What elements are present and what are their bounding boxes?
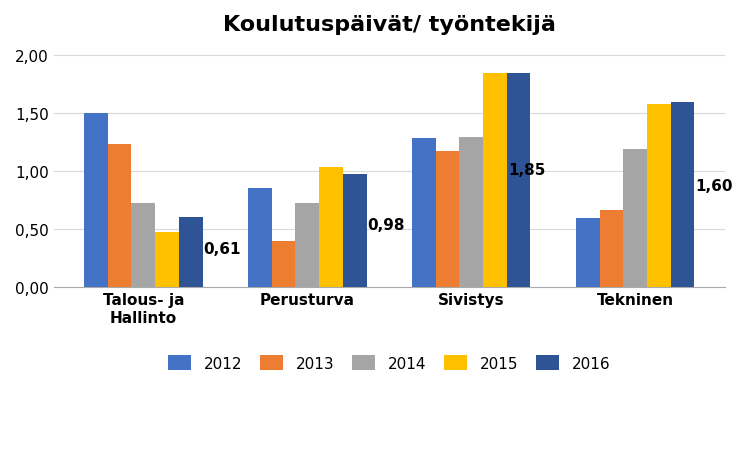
- Bar: [507, 74, 530, 288]
- Bar: [132, 203, 155, 288]
- Text: 0,98: 0,98: [368, 218, 405, 233]
- Bar: [108, 144, 132, 288]
- Text: 0,61: 0,61: [204, 241, 241, 257]
- Bar: [296, 203, 319, 288]
- Bar: [319, 167, 343, 288]
- Bar: [576, 218, 599, 288]
- Legend: 2012, 2013, 2014, 2015, 2016: 2012, 2013, 2014, 2015, 2016: [162, 349, 617, 377]
- Bar: [459, 138, 483, 288]
- Bar: [179, 217, 202, 288]
- Bar: [599, 210, 623, 288]
- Bar: [343, 175, 366, 288]
- Bar: [483, 74, 507, 288]
- Bar: [248, 188, 271, 288]
- Bar: [155, 232, 179, 288]
- Bar: [271, 241, 296, 288]
- Title: Koulutuspäivät/ työntekijä: Koulutuspäivät/ työntekijä: [223, 15, 556, 35]
- Bar: [647, 105, 671, 288]
- Text: 1,85: 1,85: [508, 162, 545, 178]
- Bar: [412, 138, 435, 288]
- Bar: [671, 103, 694, 288]
- Text: 1,60: 1,60: [696, 179, 733, 193]
- Bar: [623, 150, 647, 288]
- Bar: [84, 114, 108, 288]
- Bar: [435, 151, 459, 288]
